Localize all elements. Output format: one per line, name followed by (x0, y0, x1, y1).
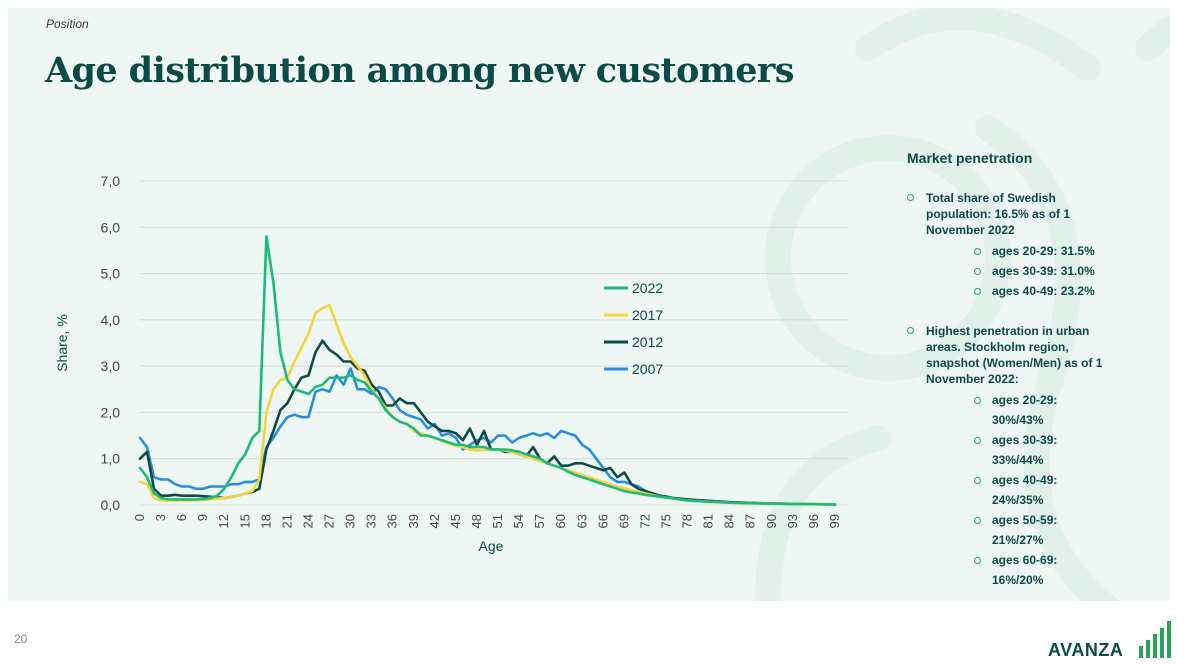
x-axis-label: Age (479, 538, 504, 554)
y-tick-label: 6,0 (101, 219, 121, 235)
bullet-text: Highest penetration in urban areas. Stoc… (926, 324, 1103, 386)
logo-bars-icon (1139, 621, 1171, 658)
x-tick-label: 42 (427, 514, 442, 528)
x-tick-label: 15 (237, 514, 252, 528)
y-tick-label: 2,0 (101, 404, 121, 420)
y-tick-label: 1,0 (101, 451, 121, 467)
sub-list: ages 20-29: 31.5% ages 30-39: 31.0% ages… (926, 241, 1111, 301)
y-tick-label: 7,0 (101, 173, 121, 189)
sidebar-heading: Market penetration (907, 150, 1033, 166)
series-line-2022 (138, 235, 837, 506)
x-tick-label: 33 (364, 514, 379, 528)
legend-label: 2012 (632, 334, 663, 350)
avanza-logo: AVANZA (1048, 620, 1173, 660)
slide-panel: Position Age distribution among new cust… (8, 8, 1170, 601)
x-tick-label: 84 (722, 514, 737, 528)
x-tick-label: 12 (216, 514, 231, 528)
x-tick-label: 0 (132, 514, 147, 521)
x-tick-label: 6 (174, 514, 189, 521)
x-tick-label: 81 (701, 514, 716, 528)
x-tick-label: 63 (574, 514, 589, 528)
list-item: ages 50-59: 21%/27% (926, 510, 1111, 550)
x-tick-label: 24 (300, 514, 315, 528)
x-tick-label: 57 (532, 514, 547, 528)
x-tick-label: 96 (806, 514, 821, 528)
x-tick-label: 27 (322, 514, 337, 528)
x-tick-label: 87 (743, 514, 758, 528)
x-tick-label: 48 (469, 514, 484, 528)
sub-list: ages 20-29: 30%/43% ages 30-39: 33%/44% … (926, 390, 1111, 590)
bullet-text: Total share of Swedish population: 16.5%… (926, 191, 1071, 237)
sidebar-bullet: Highest penetration in urban areas. Stoc… (907, 323, 1111, 590)
background-decoration (755, 8, 1170, 601)
legend-label: 2007 (632, 361, 663, 377)
legend-label: 2017 (632, 307, 663, 323)
y-axis-label: Share, % (54, 314, 70, 372)
list-item: ages 30-39: 33%/44% (926, 430, 1111, 470)
series-line-2007 (138, 367, 837, 506)
page-number: 20 (14, 632, 28, 646)
legend-label: 2022 (632, 280, 663, 296)
x-tick-label: 30 (343, 514, 358, 528)
x-tick-label: 66 (595, 514, 610, 528)
x-tick-label: 78 (680, 514, 695, 528)
x-tick-label: 69 (616, 514, 631, 528)
x-tick-label: 45 (448, 514, 463, 528)
x-tick-label: 39 (406, 514, 421, 528)
y-tick-label: 4,0 (101, 312, 121, 328)
series-line-2017 (138, 303, 837, 506)
list-item: ages 20-29: 31.5% (926, 241, 1111, 261)
x-tick-label: 3 (153, 514, 168, 521)
list-item: ages 60-69: 16%/20% (926, 550, 1111, 590)
y-tick-label: 0,0 (101, 497, 121, 513)
age-distribution-chart: 0,01,02,03,04,05,06,07,00 3 6 9 12 15 18 21 24 27… (54, 173, 848, 554)
x-tick-label: 36 (385, 514, 400, 528)
section-label: Position (46, 17, 89, 31)
x-tick-label: 54 (511, 514, 526, 528)
list-item: ages 40-49: 24%/35% (926, 470, 1111, 510)
list-item: ages 30-39: 31.0% (926, 261, 1111, 281)
x-tick-label: 72 (637, 514, 652, 528)
page-title: Age distribution among new customers (45, 50, 794, 91)
market-penetration-panel: Market penetration Total share of Swedis… (907, 150, 1167, 590)
list-item: ages 20-29: 30%/43% (926, 390, 1111, 430)
x-tick-label: 75 (659, 514, 674, 528)
x-tick-label: 21 (279, 514, 294, 528)
list-item: ages 40-49: 23.2% (926, 281, 1111, 301)
series-line-2012 (138, 339, 837, 506)
x-tick-label: 90 (764, 514, 779, 528)
logo-text: AVANZA (1048, 640, 1124, 660)
x-tick-label: 60 (553, 514, 568, 528)
x-tick-label: 93 (785, 514, 800, 528)
x-tick-label: 18 (258, 514, 273, 528)
y-tick-label: 3,0 (101, 358, 121, 374)
x-tick-label: 99 (827, 514, 842, 528)
x-tick-label: 9 (195, 514, 210, 521)
y-tick-label: 5,0 (101, 266, 121, 282)
sidebar-bullet: Total share of Swedish population: 16.5%… (907, 190, 1111, 301)
x-tick-label: 51 (490, 514, 505, 528)
